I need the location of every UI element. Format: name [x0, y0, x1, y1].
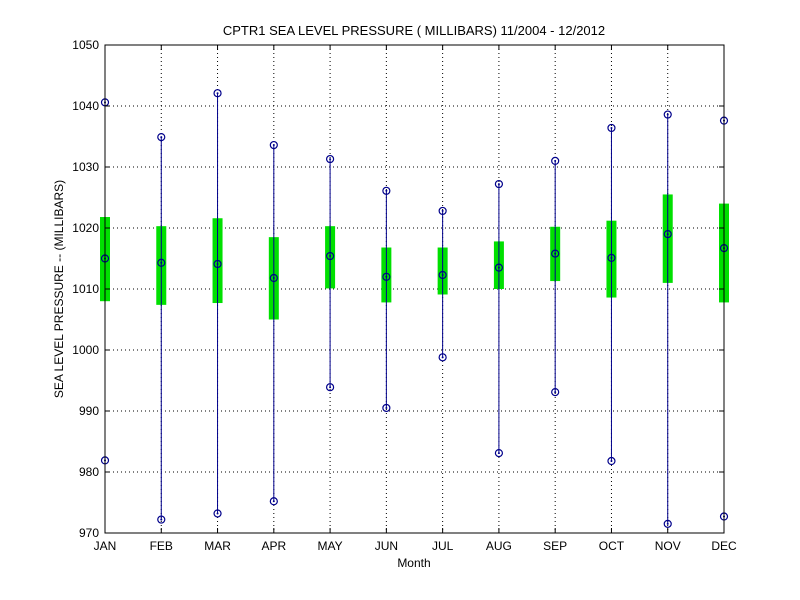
max-marker-dot-aug: [497, 183, 500, 186]
max-marker-dot-apr: [272, 144, 275, 147]
x-tick-label: MAR: [204, 539, 231, 553]
max-marker-dot-nov: [666, 113, 669, 116]
max-marker-dot-may: [329, 158, 332, 161]
max-marker-dot-oct: [610, 126, 613, 129]
x-tick-label: APR: [261, 539, 286, 553]
min-marker-feb: [157, 515, 166, 524]
min-marker-dot-apr: [272, 500, 275, 503]
mean-marker-jun: [382, 272, 391, 281]
y-tick-label: 990: [79, 404, 99, 418]
y-tick-label: 1000: [72, 343, 99, 357]
max-marker-dot-sep: [554, 159, 557, 162]
x-tick-label: AUG: [486, 539, 512, 553]
min-marker-sep: [551, 387, 560, 397]
max-marker-oct: [607, 123, 616, 133]
y-tick-label: 1010: [72, 282, 99, 296]
min-marker-oct: [607, 456, 616, 466]
axis-ticks: 970 980 990 1000 1010 1020 1030 1040 1050 JAN FEB M…: [72, 38, 737, 553]
max-marker-apr: [269, 140, 278, 150]
max-marker-nov: [663, 110, 672, 119]
mean-marker-aug: [494, 263, 504, 272]
min-marker-dot-feb: [160, 518, 163, 521]
mean-marker-jul: [438, 270, 447, 280]
max-marker-mar: [213, 89, 222, 98]
y-tick-label: 970: [79, 526, 99, 540]
mean-marker-nov: [663, 230, 672, 239]
x-tick-label: NOV: [655, 539, 681, 553]
x-tick-label: FEB: [150, 539, 173, 553]
max-marker-aug: [494, 179, 504, 189]
max-marker-jul: [438, 206, 447, 216]
min-marker-dot-jul: [441, 356, 444, 359]
min-marker-nov: [663, 519, 672, 528]
max-marker-sep: [551, 156, 560, 165]
max-marker-may: [325, 154, 335, 164]
max-marker-dot-mar: [216, 92, 219, 95]
mean-marker-feb: [157, 258, 166, 267]
min-marker-dot-jun: [385, 406, 388, 409]
mean-marker-dot-nov: [666, 233, 669, 236]
max-marker-dot-jul: [441, 209, 444, 212]
mean-marker-mar: [213, 259, 222, 269]
y-tick-label: 980: [79, 465, 99, 479]
y-tick-label: 1020: [72, 221, 99, 235]
min-marker-aug: [494, 448, 504, 458]
min-marker-dot-nov: [666, 522, 669, 525]
min-marker-apr: [269, 497, 278, 506]
mean-marker-apr: [269, 273, 278, 283]
y-tick-label: 1030: [72, 160, 99, 174]
x-tick-label: SEP: [543, 539, 567, 553]
mean-marker-sep: [551, 249, 560, 258]
x-tick-label: JUL: [432, 539, 454, 553]
max-marker-jun: [382, 186, 391, 195]
x-tick-label: OCT: [599, 539, 625, 553]
mean-marker-dot-aug: [497, 266, 500, 269]
mean-marker-may: [325, 251, 335, 261]
mean-marker-dot-oct: [610, 256, 613, 259]
x-axis-title: Month: [397, 556, 430, 570]
min-marker-dot-aug: [497, 452, 500, 455]
y-tick-label: 1050: [72, 38, 99, 52]
max-marker-feb: [157, 133, 166, 142]
x-tick-label: DEC: [711, 539, 737, 553]
mean-marker-dot-mar: [216, 262, 219, 265]
y-axis-title: SEA LEVEL PRESSURE -- (MILLIBARS): [52, 180, 66, 398]
plot-area: [105, 45, 724, 533]
x-tick-label: MAY: [318, 539, 343, 553]
min-marker-jul: [438, 353, 447, 362]
x-tick-label: JUN: [375, 539, 398, 553]
mean-marker-dot-may: [329, 255, 332, 258]
min-marker-dot-oct: [610, 460, 613, 463]
y-tick-label: 1040: [72, 99, 99, 113]
mean-marker-dot-apr: [272, 277, 275, 280]
mean-marker-oct: [607, 253, 616, 262]
x-tick-label: JAN: [94, 539, 117, 553]
min-marker-dot-may: [329, 386, 332, 389]
mean-marker-dot-feb: [160, 261, 163, 264]
min-marker-dot-sep: [554, 391, 557, 394]
min-marker-jun: [382, 403, 391, 413]
mean-marker-dot-jul: [441, 273, 444, 276]
max-marker-dot-jun: [385, 189, 388, 192]
mean-marker-dot-sep: [554, 252, 557, 255]
mean-marker-dot-jun: [385, 275, 388, 278]
min-marker-may: [325, 383, 335, 392]
chart-title: CPTR1 SEA LEVEL PRESSURE ( MILLIBARS) 11…: [223, 23, 605, 38]
min-marker-mar: [213, 509, 222, 518]
min-marker-dot-mar: [216, 512, 219, 515]
max-marker-dot-feb: [160, 136, 163, 139]
